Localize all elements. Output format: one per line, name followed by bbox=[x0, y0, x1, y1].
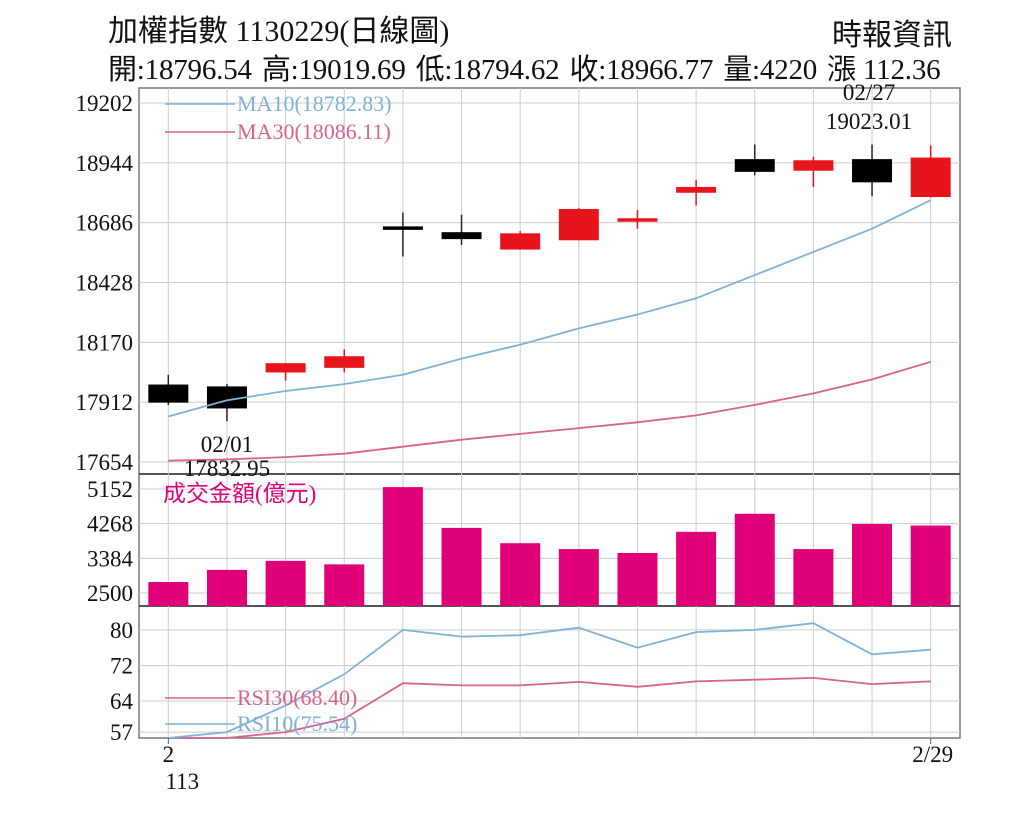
high-annotation-value: 19023.01 bbox=[826, 109, 912, 134]
volume-tick-label: 2500 bbox=[87, 581, 133, 606]
candle-body bbox=[734, 159, 775, 172]
volume-bar bbox=[441, 527, 482, 606]
volume-bars bbox=[148, 487, 951, 606]
x-year-label: 113 bbox=[165, 769, 199, 794]
volume-bar bbox=[676, 531, 717, 606]
volume-bar bbox=[382, 487, 423, 606]
close-stat: 收:18966.77 bbox=[569, 54, 714, 86]
volume-bar bbox=[910, 525, 951, 606]
moving-average-lines bbox=[168, 199, 932, 462]
price-tick-label: 18170 bbox=[76, 330, 134, 355]
rsi-tick-label: 80 bbox=[110, 618, 133, 643]
rsi-tick-label: 64 bbox=[110, 689, 134, 714]
candle-body bbox=[500, 233, 541, 250]
volume-tick-label: 4268 bbox=[87, 512, 133, 537]
volume-bar bbox=[265, 560, 306, 606]
price-tick-label: 18428 bbox=[76, 271, 134, 296]
volume-bar bbox=[324, 564, 365, 606]
volume-stat: 量:4220 bbox=[723, 54, 818, 86]
source-label: 時報資訊 bbox=[832, 19, 952, 52]
volume-bar bbox=[148, 582, 189, 606]
low-stat: 低:18794.62 bbox=[415, 54, 560, 86]
candlestick-series bbox=[148, 144, 951, 422]
ohlc-stats: 開:18796.54 高:19019.69 低:18794.62 收:18966.77… bbox=[108, 46, 950, 88]
volume-bar bbox=[852, 523, 893, 606]
open-stat: 開:18796.54 bbox=[108, 54, 252, 86]
candle-body bbox=[852, 159, 893, 183]
rsi30-line bbox=[168, 676, 931, 739]
x-tick-label: 2/29 bbox=[912, 742, 953, 767]
chart-title: 加權指數 1130229(日線圖) bbox=[108, 15, 450, 48]
volume-bar bbox=[206, 569, 247, 606]
candle-body bbox=[910, 157, 951, 198]
volume-bar bbox=[793, 549, 834, 606]
volume-tick-label: 5152 bbox=[87, 477, 133, 502]
chart-frame bbox=[138, 87, 961, 739]
price-tick-label: 18944 bbox=[76, 151, 134, 176]
price-tick-label: 18686 bbox=[76, 211, 134, 236]
high-stat: 高:19019.69 bbox=[261, 54, 406, 86]
ma30-line bbox=[168, 360, 931, 462]
change-stat: 漲 112.36 bbox=[827, 54, 941, 86]
volume-bar bbox=[500, 543, 541, 606]
ma10-line bbox=[168, 199, 932, 418]
volume-title: 成交金額(億元) bbox=[163, 481, 316, 506]
candle-body bbox=[617, 218, 658, 222]
volume-bar bbox=[734, 513, 775, 606]
plot-border bbox=[138, 87, 961, 739]
ma30-legend: MA30(18086.11) bbox=[237, 119, 391, 144]
low-annotation-value: 17832.95 bbox=[184, 456, 270, 481]
rsi10-line bbox=[168, 622, 931, 739]
volume-bar bbox=[617, 553, 658, 606]
volume-tick-label: 3384 bbox=[87, 546, 134, 571]
candle-body bbox=[676, 186, 717, 193]
price-tick-label: 17654 bbox=[76, 450, 134, 475]
x-tick-label: 2 bbox=[163, 742, 175, 767]
chart-text: MA10(18782.83) MA30(18086.11) 成交金額(億元) RSI3… bbox=[163, 80, 954, 794]
rsi30-legend: RSI30(68.40) bbox=[237, 685, 357, 710]
candle-body bbox=[793, 160, 834, 171]
low-annotation-date: 02/01 bbox=[201, 432, 253, 457]
rsi-tick-label: 57 bbox=[110, 720, 133, 745]
candle-body bbox=[441, 232, 482, 240]
high-annotation-date: 02/27 bbox=[843, 80, 895, 105]
candle-body bbox=[558, 208, 599, 241]
rsi10-legend: RSI10(75.54) bbox=[237, 711, 357, 736]
rsi-lines bbox=[168, 622, 931, 739]
grid-lines bbox=[139, 88, 960, 738]
candle-body bbox=[148, 384, 189, 403]
candle-body bbox=[382, 226, 423, 230]
price-tick-label: 19202 bbox=[76, 91, 134, 116]
volume-bar bbox=[558, 549, 599, 606]
candle-body bbox=[265, 363, 306, 373]
ma10-legend: MA10(18782.83) bbox=[237, 91, 392, 116]
rsi-tick-label: 72 bbox=[110, 653, 133, 678]
candle-body bbox=[324, 356, 365, 368]
price-tick-label: 17912 bbox=[76, 390, 134, 415]
